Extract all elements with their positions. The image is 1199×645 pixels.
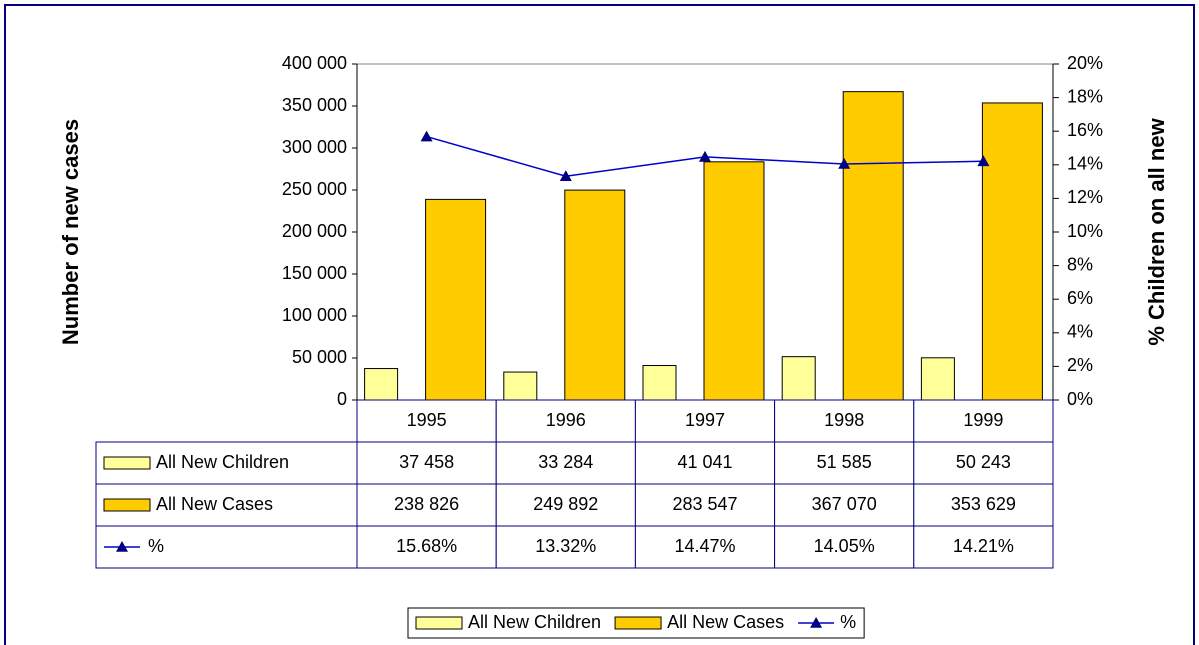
line-marker xyxy=(699,150,711,162)
table-value: 14.05% xyxy=(814,536,875,556)
table-row-label: All New Children xyxy=(156,452,289,472)
table-value: 238 826 xyxy=(394,494,459,514)
legend-label: All New Children xyxy=(468,612,601,632)
y-tick-label: 0 xyxy=(337,389,347,409)
y-tick-label: 150 000 xyxy=(282,263,347,283)
table-cell xyxy=(774,441,915,485)
table-header-cell xyxy=(774,399,915,443)
x-tick-label: 1999 xyxy=(963,410,1003,430)
bar xyxy=(564,189,626,401)
y-tick-label: 250 000 xyxy=(282,179,347,199)
bar xyxy=(425,198,487,401)
table-value: 283 547 xyxy=(672,494,737,514)
table-header-cell xyxy=(634,399,776,443)
bar xyxy=(981,102,1043,401)
bar xyxy=(503,371,538,401)
line-marker xyxy=(977,155,990,167)
table-cell xyxy=(495,483,636,527)
y2-tick-label: 8% xyxy=(1067,254,1093,274)
y2-tick-label: 4% xyxy=(1067,322,1093,342)
table-value: 14.21% xyxy=(953,536,1014,556)
x-tick-label: 1996 xyxy=(546,410,586,430)
legend-key-swatch xyxy=(415,616,463,630)
y-tick-label: 200 000 xyxy=(282,221,347,241)
table-header-cell xyxy=(913,399,1054,443)
y-tick-label: 50 000 xyxy=(292,347,347,367)
y2-tick-label: 18% xyxy=(1067,86,1103,106)
y-tick-label: 400 000 xyxy=(282,53,347,73)
table-key-marker xyxy=(116,541,128,552)
y2-tick-label: 12% xyxy=(1067,187,1103,207)
y2-axis-title: % Children on all new xyxy=(1144,117,1169,345)
table-cell xyxy=(774,525,915,569)
x-tick-label: 1995 xyxy=(407,410,447,430)
x-tick-label: 1997 xyxy=(685,410,725,430)
table-cell xyxy=(913,483,1054,527)
table-cell xyxy=(356,525,497,569)
table-value: 50 243 xyxy=(956,452,1011,472)
table-cell xyxy=(774,483,915,527)
table-cell xyxy=(913,441,1054,485)
table-key-swatch xyxy=(103,456,151,470)
y-tick-label: 100 000 xyxy=(282,305,347,325)
bar xyxy=(364,368,399,401)
table-cell xyxy=(356,441,497,485)
bar xyxy=(920,357,955,401)
y-tick-label: 300 000 xyxy=(282,137,347,157)
table-value: 37 458 xyxy=(399,452,454,472)
line-marker xyxy=(559,170,572,182)
table-value: 13.32% xyxy=(535,536,596,556)
bar xyxy=(842,91,904,401)
y2-tick-label: 14% xyxy=(1067,154,1103,174)
table-header-cell xyxy=(356,399,497,443)
y2-tick-label: 0% xyxy=(1067,389,1093,409)
y-tick-label: 350 000 xyxy=(282,95,347,115)
y-axis-title: Number of new cases xyxy=(58,119,83,345)
table-value: 51 585 xyxy=(817,452,872,472)
bar xyxy=(781,356,816,401)
table-cell xyxy=(634,525,776,569)
y2-tick-label: 2% xyxy=(1067,355,1093,375)
x-tick-label: 1998 xyxy=(824,410,864,430)
table-value: 367 070 xyxy=(812,494,877,514)
legend-key-marker xyxy=(810,617,823,628)
table-row-label: % xyxy=(148,536,164,556)
y2-tick-label: 10% xyxy=(1067,221,1103,241)
table-value: 353 629 xyxy=(951,494,1016,514)
table-cell xyxy=(495,525,636,569)
legend-label: % xyxy=(840,612,856,632)
table-cell xyxy=(913,525,1054,569)
table-value: 15.68% xyxy=(396,536,457,556)
y2-tick-label: 6% xyxy=(1067,288,1093,308)
bar xyxy=(703,161,765,401)
table-value: 249 892 xyxy=(533,494,598,514)
legend-key-swatch xyxy=(614,616,662,630)
bar xyxy=(642,365,677,401)
y2-tick-label: 16% xyxy=(1067,120,1103,140)
table-value: 33 284 xyxy=(538,452,593,472)
table-row-label: All New Cases xyxy=(156,494,273,514)
line-marker xyxy=(838,157,851,169)
table-value: 41 041 xyxy=(677,452,732,472)
y2-tick-label: 20% xyxy=(1067,53,1103,73)
table-key-swatch xyxy=(103,498,151,512)
table-value: 14.47% xyxy=(674,536,735,556)
line-marker xyxy=(420,130,433,142)
legend-label: All New Cases xyxy=(667,612,784,632)
